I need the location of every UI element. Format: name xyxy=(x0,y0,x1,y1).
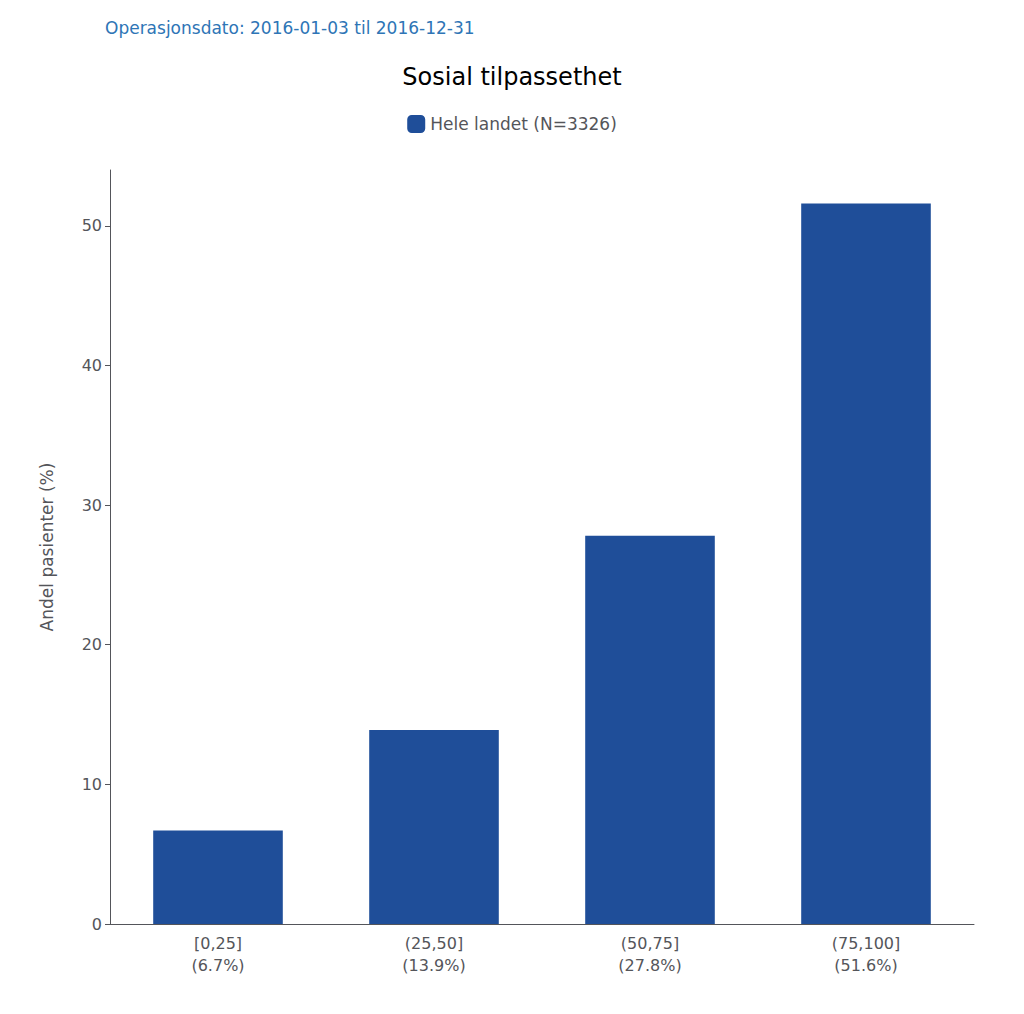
svg-text:30: 30 xyxy=(82,496,102,515)
svg-text:Hele landet (N=3326): Hele landet (N=3326) xyxy=(430,114,617,134)
svg-text:0: 0 xyxy=(92,915,102,934)
svg-text:(27.8%): (27.8%) xyxy=(618,956,681,975)
svg-text:(51.6%): (51.6%) xyxy=(834,956,897,975)
svg-text:(75,100]: (75,100] xyxy=(832,934,900,953)
svg-text:20: 20 xyxy=(82,635,102,654)
svg-text:50: 50 xyxy=(82,216,102,235)
svg-text:40: 40 xyxy=(82,356,102,375)
svg-text:(6.7%): (6.7%) xyxy=(191,956,244,975)
svg-text:Operasjonsdato: 2016-01-03 til: Operasjonsdato: 2016-01-03 til 2016-12-3… xyxy=(105,18,475,38)
svg-text:(25,50]: (25,50] xyxy=(405,934,463,953)
svg-text:Sosial tilpassethet: Sosial tilpassethet xyxy=(402,63,621,91)
svg-text:(50,75]: (50,75] xyxy=(621,934,679,953)
svg-text:Andel pasienter (%): Andel pasienter (%) xyxy=(37,463,57,632)
svg-text:10: 10 xyxy=(82,775,102,794)
svg-text:[0,25]: [0,25] xyxy=(194,934,242,953)
svg-text:(13.9%): (13.9%) xyxy=(402,956,465,975)
